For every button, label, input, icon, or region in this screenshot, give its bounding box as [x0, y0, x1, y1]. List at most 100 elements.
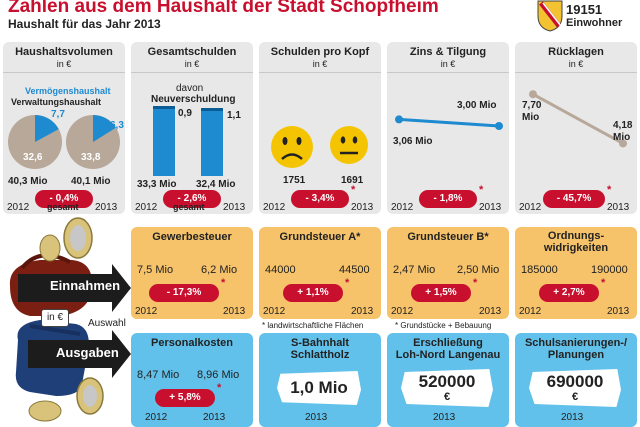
currency-symbol: € — [443, 391, 451, 403]
panel-title-line2: widrigkeiten — [543, 242, 609, 254]
pie-2013-slice-verm — [93, 115, 116, 142]
pie-2013-small-label: 6,3 — [110, 120, 124, 131]
panel-title: Schulden pro Kopf — [270, 46, 370, 58]
change-badge: - 45,7% — [543, 190, 605, 208]
value-2013: 4,18 — [613, 120, 633, 131]
year-2013: 2013 — [607, 202, 630, 213]
amount-tag: 520000 € — [401, 369, 493, 407]
value-2012: 2,47 Mio — [393, 264, 436, 276]
panel-schulden-pro-kopf: Schulden pro Kopf in € 1751 1691 - 3,4% … — [259, 42, 381, 214]
asterisk: * — [601, 277, 606, 289]
panel-title-line2: Loh-Nord Langenau — [395, 349, 501, 361]
neu-2013-value: 1,1 — [227, 110, 241, 121]
year-2012: 2012 — [519, 202, 542, 213]
value-2013: 32,4 Mio — [196, 179, 236, 190]
panel-title: Grundsteuer B* — [407, 231, 489, 243]
value-2013: 6,2 Mio — [201, 264, 238, 276]
bar-2012-neu — [153, 106, 175, 109]
change-badge: - 3,4% — [291, 190, 349, 208]
change-badge: + 1,1% — [283, 284, 343, 302]
amount-tag: 690000 € — [529, 369, 621, 407]
ausgaben-arrow-icon — [28, 330, 131, 378]
divider — [515, 72, 637, 73]
panel-grundsteuer-b: Grundsteuer B* 2,47 Mio 2,50 Mio + 1,5% … — [387, 227, 509, 319]
panel-ordnungswidrigkeiten: Ordnungs- widrigkeiten 185000 190000 + 2… — [515, 227, 637, 319]
value-2013: 2,50 Mio — [457, 264, 500, 276]
panel-gewerbesteuer: Gewerbesteuer 7,5 Mio 6,2 Mio - 17,3% * … — [131, 227, 253, 319]
mio-2013: Mio — [613, 132, 631, 143]
bar-2013-gesamt — [201, 108, 223, 176]
amount-value: 520000 — [418, 372, 476, 391]
panel-zins-tilgung: Zins & Tilgung in € 3,00 Mio 3,06 Mio - … — [387, 42, 509, 214]
asterisk: * — [217, 382, 222, 394]
year-2013: 2013 — [607, 306, 630, 317]
panel-title: Grundsteuer A* — [279, 231, 361, 243]
year-2013: 2013 — [351, 202, 374, 213]
divider — [259, 72, 381, 73]
ausgaben-label: Ausgaben — [56, 345, 119, 360]
year-2013: 2013 — [479, 202, 502, 213]
pie-charts — [8, 115, 120, 169]
value-2012: 185000 — [521, 264, 558, 276]
panel-unit: in € — [440, 59, 456, 69]
zins-line-chart — [395, 115, 503, 130]
davon-label: davon — [176, 83, 204, 94]
einnahmen-arrow-icon — [18, 264, 131, 312]
einnahmen-label: Einnahmen — [50, 278, 121, 293]
amount-tag: 1,0 Mio — [277, 371, 361, 405]
value-2013: 3,00 Mio — [457, 100, 497, 111]
change-badge: - 0,4% — [35, 190, 93, 208]
bar-2012-gesamt — [153, 106, 175, 176]
currency-symbol: € — [571, 391, 579, 403]
panel-title-line1: S-Bahnhalt — [290, 337, 350, 349]
footnote-grundsteuer-b: * Grundstücke + Bebauung — [395, 321, 492, 330]
year-2013: 2013 — [95, 202, 118, 213]
population-label: Einwohner — [566, 17, 623, 29]
year-2012: 2012 — [519, 306, 542, 317]
value-2012: 44000 — [265, 264, 296, 276]
panel-title-line1: Schulsanierungen-/ — [524, 337, 628, 349]
change-badge: - 1,8% — [419, 190, 477, 208]
pie-2012 — [8, 115, 62, 169]
panel-haushaltsvolumen: Haushaltsvolumen in € Vermögenshaushalt … — [3, 42, 125, 214]
neutral-face-icon — [330, 126, 368, 164]
change-badge: + 5,8% — [155, 389, 215, 407]
year-2013: 2013 — [479, 306, 502, 317]
panel-unit: in € — [184, 59, 200, 69]
change-badge: + 1,5% — [411, 284, 471, 302]
asterisk: * — [473, 277, 478, 289]
gesamt-label: gesamt — [173, 202, 205, 212]
purse-illustration — [9, 217, 131, 422]
year-2012: 2012 — [135, 306, 158, 317]
in-euro-button[interactable]: in € — [41, 309, 69, 327]
panel-ruecklagen: Rücklagen in € 7,70 Mio 4,18 Mio - 45,7%… — [515, 42, 637, 214]
legend-verwaltungshaushalt: Verwaltungshaushalt — [11, 97, 102, 107]
divider — [387, 72, 509, 73]
pie-2012-small-label: 7,7 — [51, 109, 65, 120]
year-2012: 2012 — [263, 306, 286, 317]
panel-title: Haushaltsvolumen — [15, 46, 113, 58]
gesamt-label: gesamt — [47, 202, 79, 212]
amount-value: 690000 — [546, 372, 604, 391]
year-2012: 2012 — [135, 202, 158, 213]
pie-2013 — [66, 115, 120, 169]
panel-title-line1: Ordnungs- — [547, 230, 605, 242]
smiley-faces — [271, 126, 368, 168]
neu-2012-value: 0,9 — [178, 108, 192, 119]
year-2013: 2013 — [351, 306, 374, 317]
total-2013: 40,1 Mio — [71, 176, 111, 187]
year-2012: 2012 — [391, 306, 414, 317]
panel-title: Rücklagen — [548, 46, 604, 58]
value-2012: 1751 — [283, 175, 306, 186]
panel-title-line1: Erschließung — [413, 337, 483, 349]
panel-title: Gewerbesteuer — [152, 231, 232, 243]
value-2012: 3,06 Mio — [393, 136, 433, 147]
coin-icon — [63, 217, 93, 259]
bar-2013-neu — [201, 108, 223, 111]
year-2013: 2013 — [203, 412, 226, 423]
city-crest-icon — [537, 0, 563, 32]
panel-title-line2: Schlattholz — [290, 349, 350, 361]
pie-2013-big-label: 33,8 — [81, 152, 101, 163]
neuverschuldung-label: Neuverschuldung — [151, 94, 236, 105]
zins-series-line — [398, 117, 500, 128]
